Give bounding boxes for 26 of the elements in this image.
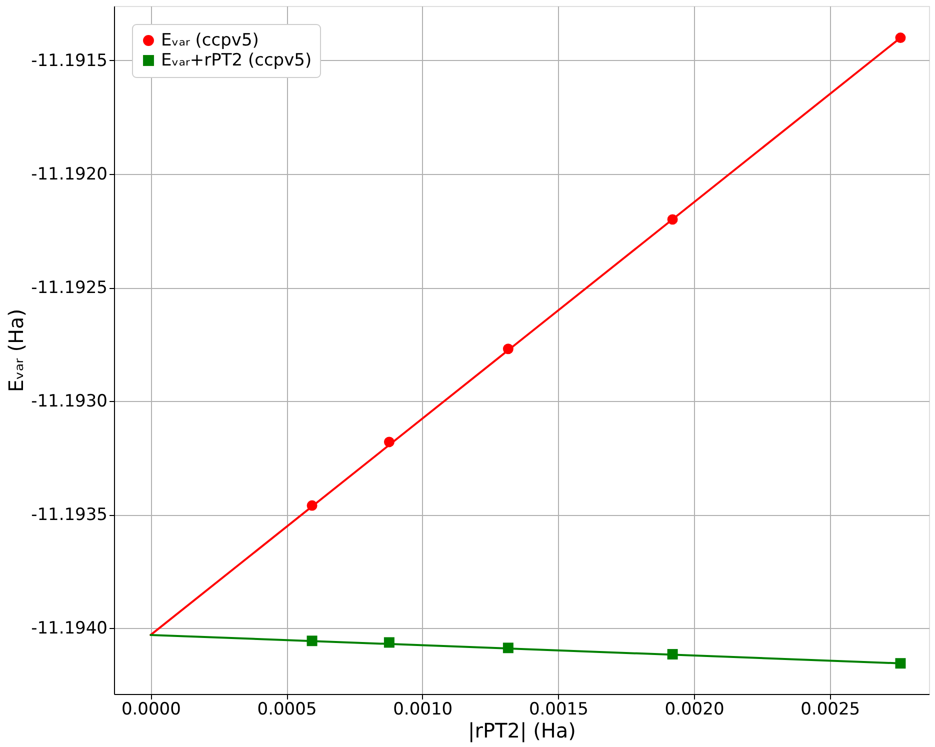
point bbox=[895, 658, 906, 669]
point bbox=[895, 32, 906, 44]
point bbox=[384, 436, 394, 448]
x-tick-label: 0.0020 bbox=[664, 700, 724, 720]
x-axis-title: |rPT2| (Ha) bbox=[468, 718, 576, 742]
x-tick-label: 0.0015 bbox=[528, 700, 588, 720]
y-axis-title: Eᵥₐᵣ (Ha) bbox=[4, 308, 28, 392]
y-tick-label: -11.1940 bbox=[31, 618, 108, 639]
legend-label: Eᵥₐᵣ (ccpv5) bbox=[161, 30, 259, 50]
y-tick-label: -11.1930 bbox=[31, 392, 108, 412]
x-tick-label: 0.0025 bbox=[800, 700, 860, 720]
y-tick-label: -11.1935 bbox=[31, 505, 108, 526]
x-tick-label: 0.0000 bbox=[121, 700, 181, 720]
point bbox=[667, 214, 678, 225]
y-tick-label: -11.1920 bbox=[31, 164, 108, 185]
point bbox=[384, 637, 394, 648]
legend-label: Eᵥₐᵣ+rPT2 (ccpv5) bbox=[161, 50, 312, 70]
x-tick-label: 0.0010 bbox=[393, 700, 453, 720]
x-tick-label: 0.0005 bbox=[257, 700, 317, 720]
point bbox=[502, 642, 514, 654]
point bbox=[306, 500, 318, 511]
point bbox=[306, 636, 318, 646]
point bbox=[667, 649, 678, 660]
point bbox=[502, 344, 514, 354]
y-tick-label: -11.1915 bbox=[31, 50, 108, 71]
y-tick-label: -11.1925 bbox=[31, 278, 108, 298]
